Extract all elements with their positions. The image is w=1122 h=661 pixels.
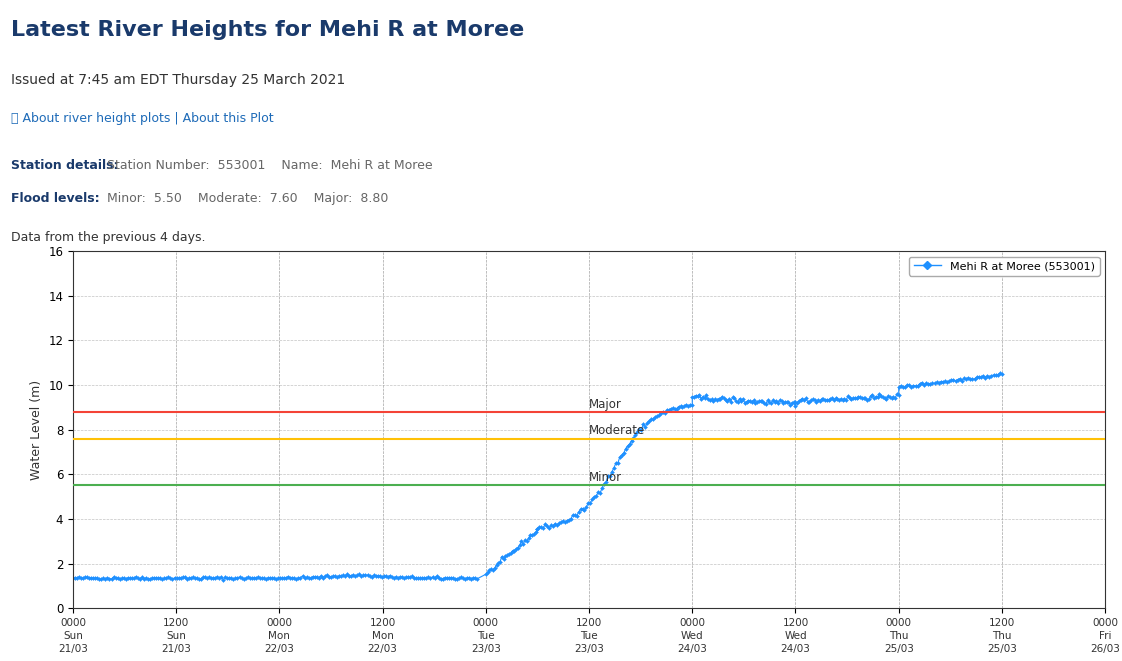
Text: Moderate: Moderate bbox=[589, 424, 645, 438]
Text: Data from the previous 4 days.: Data from the previous 4 days. bbox=[11, 231, 205, 245]
Text: Minor: Minor bbox=[589, 471, 623, 485]
Text: Minor:  5.50    Moderate:  7.60    Major:  8.80: Minor: 5.50 Moderate: 7.60 Major: 8.80 bbox=[107, 192, 388, 205]
Text: Issued at 7:45 am EDT Thursday 25 March 2021: Issued at 7:45 am EDT Thursday 25 March … bbox=[11, 73, 346, 87]
Text: Major: Major bbox=[589, 398, 622, 410]
Text: Station details:: Station details: bbox=[11, 159, 119, 172]
Text: ⓘ About river height plots | About this Plot: ⓘ About river height plots | About this … bbox=[11, 112, 274, 126]
Legend: Mehi R at Moree (553001): Mehi R at Moree (553001) bbox=[909, 256, 1100, 276]
Text: Station Number:  553001    Name:  Mehi R at Moree: Station Number: 553001 Name: Mehi R at M… bbox=[107, 159, 432, 172]
Y-axis label: Water Level (m): Water Level (m) bbox=[29, 379, 43, 480]
Text: Latest River Heights for Mehi R at Moree: Latest River Heights for Mehi R at Moree bbox=[11, 20, 524, 40]
Text: Flood levels:: Flood levels: bbox=[11, 192, 100, 205]
